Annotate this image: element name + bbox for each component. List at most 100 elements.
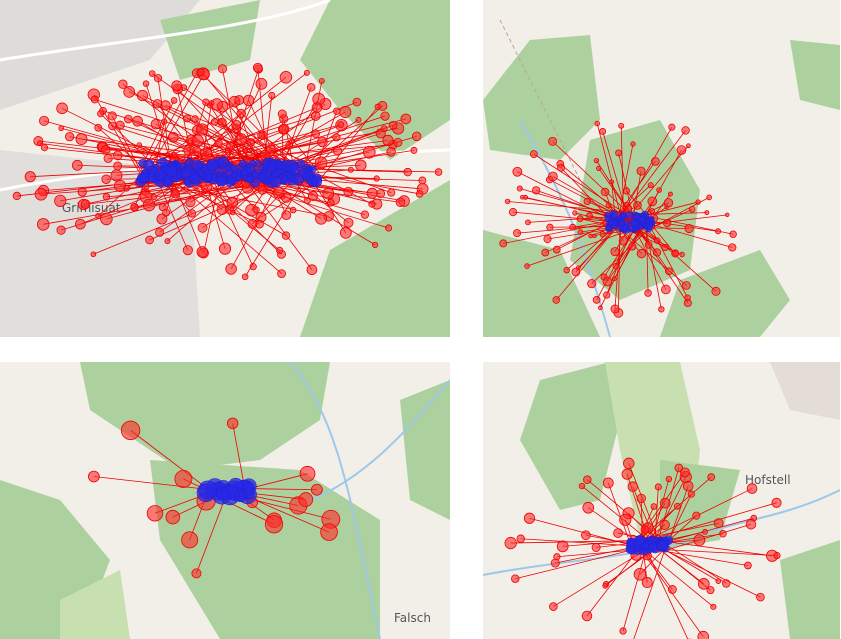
road [0,0,331,62]
map-panel [483,0,840,337]
residential [0,0,200,110]
red-marker [652,248,662,257]
link-line [241,175,313,270]
red-marker [587,278,597,289]
red-marker [242,148,249,154]
red-marker [107,111,117,121]
red-marker [674,502,681,510]
red-marker [376,189,386,199]
link-line [632,486,657,543]
red-marker [387,188,396,197]
red-marker [713,518,724,529]
forest [660,250,790,337]
red-marker [246,137,256,147]
blue-marker [234,489,248,503]
red-marker [320,523,338,541]
red-marker [756,592,765,602]
red-marker [547,171,558,182]
red-marker [368,200,376,208]
red-marker [682,480,694,492]
red-marker [362,145,376,159]
link-line [526,228,634,267]
red-marker [327,198,335,207]
red-marker [619,627,627,635]
red-marker [636,166,646,176]
red-marker [516,185,523,192]
blue-marker [217,156,229,168]
red-marker [702,528,708,535]
forest [400,380,450,520]
red-marker [519,194,525,200]
red-marker [630,141,636,147]
red-marker [123,185,130,192]
blue-marker [630,219,640,229]
red-marker [382,134,394,147]
link-line [93,180,274,255]
red-marker [572,210,578,216]
red-marker [695,199,701,205]
red-marker [602,583,609,589]
link-line [213,181,254,267]
blue-marker [311,176,322,188]
red-marker [311,102,323,113]
red-marker [609,179,615,185]
red-marker [90,251,97,258]
blue-marker [238,159,248,168]
red-marker [380,125,388,133]
red-marker [615,149,623,157]
link-line [232,423,246,491]
link-line [555,546,639,564]
red-marker [54,194,67,207]
red-marker [299,465,316,482]
red-marker [578,482,586,490]
forest [80,362,330,470]
red-marker [688,205,696,213]
red-marker [611,276,617,282]
red-marker [161,118,168,125]
red-marker [588,233,594,239]
red-marker [697,578,710,590]
red-marker [339,105,352,119]
link-line [654,539,773,557]
red-marker [621,468,633,480]
red-marker [310,483,323,496]
blue-marker [246,175,254,184]
red-marker [636,493,646,504]
red-marker [641,577,653,589]
red-marker [665,475,673,483]
red-marker [218,242,232,255]
link-line [146,72,198,165]
red-marker [583,197,592,206]
red-marker [613,528,623,538]
blue-marker [162,176,173,188]
red-marker [217,117,227,127]
red-marker [602,477,614,489]
red-marker [563,266,570,274]
blue-marker [620,212,628,220]
red-marker [684,223,694,234]
blue-marker [296,159,306,169]
red-marker [618,122,625,129]
place-label: Hofstell [745,473,791,487]
red-marker [191,134,204,147]
place-label: Grimisuat [62,201,121,215]
red-marker [303,197,311,205]
red-marker [618,236,629,246]
red-marker [418,176,427,185]
red-marker [185,196,196,208]
link-line [633,540,669,639]
red-marker [322,187,335,200]
red-marker [241,273,249,281]
red-marker [671,249,679,258]
blue-marker [215,175,227,187]
link-line [632,472,686,547]
red-marker [400,113,412,125]
blue-marker [240,168,249,177]
red-marker [622,187,630,195]
stream [483,489,840,576]
red-marker [266,144,276,154]
red-marker [516,534,525,543]
red-marker [101,174,111,184]
red-marker [697,630,710,639]
